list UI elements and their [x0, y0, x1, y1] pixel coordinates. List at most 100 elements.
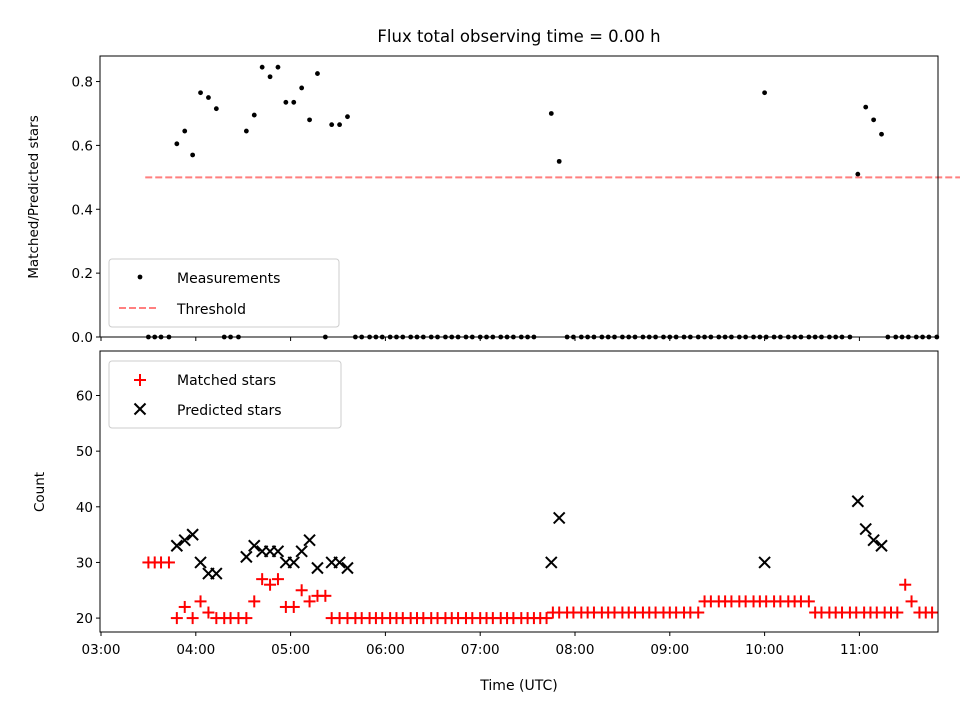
- count-panel-ylabel: Count: [32, 472, 48, 512]
- measurement-point: [251, 112, 257, 118]
- predicted-star-point: [295, 545, 308, 558]
- predicted-star-point: [194, 556, 207, 569]
- predicted-star-point: [859, 522, 872, 536]
- matched-star-point: [926, 606, 939, 619]
- chart-title: Flux total observing time = 0.00 h: [377, 27, 660, 46]
- predicted-star-point: [545, 556, 558, 569]
- x-tick-label: 05:00: [271, 642, 310, 658]
- x-axis-label: Time (UTC): [479, 678, 557, 694]
- legend-predicted-label: Predicted stars: [177, 403, 282, 419]
- y-tick-label: 60: [76, 389, 93, 405]
- predicted-star-stroke-b: [875, 539, 888, 552]
- count-panel-axis-ticks: 20 30 40 50 60 03:00 04:00 05:00 06:00 07:00 08:00…: [76, 389, 879, 658]
- predicted-star-stroke-b: [295, 545, 308, 558]
- x-tick-label: 10:00: [745, 642, 784, 658]
- matched-star-point: [295, 584, 308, 597]
- measurement-point: [291, 99, 297, 105]
- x-tick-label: 04:00: [176, 642, 215, 658]
- legend-measurements-marker: [137, 274, 143, 280]
- predicted-star-point: [240, 550, 253, 564]
- matched-star-point: [240, 612, 253, 625]
- predicted-star-stroke-b: [758, 556, 771, 569]
- predicted-star-point: [758, 556, 771, 569]
- matched-star-point: [162, 556, 175, 569]
- predicted-star-stroke-b: [271, 545, 285, 558]
- predicted-star-stroke-b: [867, 533, 880, 547]
- x-tick-label: 09:00: [650, 642, 689, 658]
- measurement-point: [213, 106, 219, 112]
- predicted-star-stroke-b: [851, 495, 865, 508]
- matched-star-point: [287, 600, 300, 613]
- matched-star-point: [194, 595, 207, 608]
- matched-star-point: [899, 578, 912, 591]
- predicted-star-stroke-b: [303, 533, 316, 547]
- matched-star-point: [891, 606, 904, 619]
- matched-star-point: [264, 578, 277, 591]
- count-panel-legend: Matched stars Predicted stars: [108, 360, 342, 429]
- predicted-star-stroke-b: [170, 539, 184, 552]
- matched-star-point: [178, 600, 191, 613]
- predicted-star-stroke-b: [333, 556, 346, 569]
- legend-box: [108, 360, 342, 429]
- predicted-star-point: [875, 539, 888, 552]
- measurement-point: [182, 128, 188, 134]
- count-panel-frame: [99, 350, 939, 633]
- legend-threshold-label: Threshold: [176, 302, 246, 318]
- predicted-star-point: [311, 561, 324, 575]
- predicted-star-point: [341, 561, 354, 575]
- predicted-star-point: [303, 533, 316, 547]
- predicted-star-point: [170, 539, 184, 552]
- measurement-point: [206, 95, 211, 100]
- ratio-panel-frame: [99, 55, 939, 338]
- predicted-star-point: [333, 556, 346, 569]
- y-tick-label: 30: [76, 555, 93, 571]
- measurement-point: [283, 99, 289, 105]
- x-tick-label: 07:00: [461, 642, 500, 658]
- y-tick-label: 50: [76, 444, 93, 460]
- matched-star-point: [248, 595, 261, 608]
- measurement-point: [198, 90, 203, 96]
- x-tick-label: 06:00: [366, 642, 405, 658]
- predicted-star-point: [210, 567, 223, 580]
- measurement-point: [275, 64, 281, 70]
- ratio-panel-ylabel: Matched/Predicted stars: [26, 115, 42, 278]
- matched-star-point: [905, 595, 918, 608]
- measurement-point: [329, 122, 335, 128]
- count-panel-marks: [142, 495, 939, 625]
- y-tick-label: 0.0: [72, 330, 93, 346]
- measurement-point: [190, 152, 196, 158]
- predicted-star-stroke-b: [186, 528, 199, 541]
- predicted-star-point: [552, 511, 566, 525]
- measurement-point: [174, 141, 180, 147]
- matched-star-point: [271, 573, 284, 586]
- measurement-point: [299, 85, 305, 91]
- matched-star-point: [170, 612, 183, 625]
- measurement-point: [556, 158, 562, 164]
- matched-star-point: [256, 573, 269, 586]
- predicted-star-point: [271, 545, 285, 558]
- y-tick-label: 20: [76, 611, 93, 627]
- legend-matched-label: Matched stars: [177, 373, 276, 389]
- predicted-star-stroke-b: [194, 556, 207, 569]
- measurement-point: [345, 114, 350, 120]
- count-panel: 20 30 40 50 60 03:00 04:00 05:00 06:00 07:00 08:00…: [32, 350, 939, 658]
- measurement-point: [762, 90, 767, 96]
- y-tick-label: 0.2: [72, 266, 93, 282]
- predicted-star-stroke-b: [210, 567, 223, 580]
- predicted-star-stroke-b: [248, 539, 261, 552]
- x-tick-label: 08:00: [556, 642, 595, 658]
- legend-measurements-label: Measurements: [177, 271, 280, 287]
- predicted-star-stroke-b: [552, 511, 566, 525]
- measurement-point: [337, 122, 342, 128]
- matched-star-point: [319, 589, 332, 602]
- matched-star-point: [186, 612, 199, 625]
- predicted-star-point: [186, 528, 199, 541]
- y-tick-label: 0.4: [72, 202, 93, 218]
- measurement-point: [879, 131, 884, 137]
- legend-box: [108, 258, 340, 328]
- legend-matched-marker: [134, 374, 146, 386]
- measurement-point: [243, 128, 249, 134]
- x-tick-label: 11:00: [840, 642, 879, 658]
- measurement-point: [267, 74, 273, 80]
